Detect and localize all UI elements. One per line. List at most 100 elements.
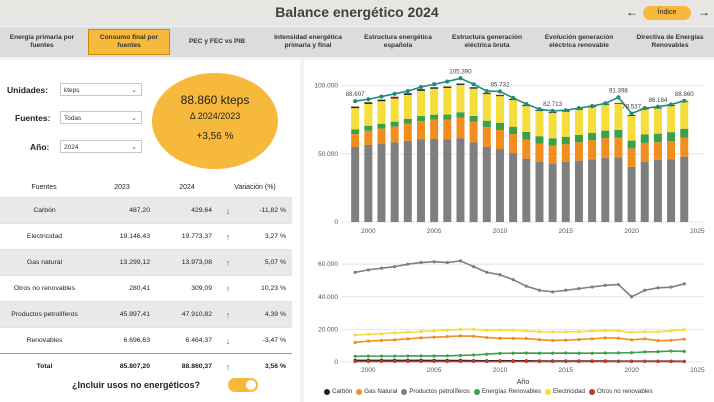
- bar-segment: [364, 130, 373, 145]
- row-name: Productos petrolíferos: [0, 301, 88, 328]
- tab-evolucion-renovable[interactable]: Evolución generación eléctrica renovable: [544, 34, 614, 49]
- bar-segment: [482, 120, 491, 128]
- series-point: [551, 359, 555, 364]
- tab-directiva-renovables[interactable]: Directiva de Energías Renovables: [636, 34, 704, 49]
- series-point: [590, 329, 594, 333]
- series-point: [445, 354, 449, 358]
- series-point: [419, 354, 423, 358]
- tab-estructura-energetica[interactable]: Estructura energética española: [364, 34, 432, 49]
- row-name: Electricidad: [0, 223, 88, 250]
- legend-item-otros[interactable]: Otros no renovables: [589, 388, 653, 395]
- col-header-fuentes[interactable]: Fuentes: [31, 184, 57, 191]
- legend-item-renovables[interactable]: Energías Renovables: [473, 388, 541, 395]
- table-row[interactable]: Electricidad 19.146,43 19.773,37 ↑ 3,27 …: [0, 223, 292, 250]
- series-point: [643, 350, 647, 354]
- series-point: [406, 354, 410, 358]
- data-label: 88.860: [675, 91, 694, 98]
- bar-segment: [574, 160, 583, 222]
- table-row[interactable]: Otros no renovables 280,41 309,09 ↑ 10,2…: [0, 275, 292, 302]
- series-point: [551, 330, 555, 334]
- col-header-variacion[interactable]: Variación (%): [234, 184, 276, 191]
- chevron-down-icon: ⌄: [131, 115, 137, 122]
- bar-segment: [482, 147, 491, 222]
- sources-dropdown[interactable]: Todas ⌄: [60, 111, 142, 124]
- bar-segment: [456, 112, 465, 118]
- series-point: [537, 288, 542, 292]
- series-point: [564, 288, 568, 292]
- bar-segment: [430, 88, 439, 115]
- series-point: [564, 351, 568, 355]
- table-row[interactable]: Gas natural 13.299,12 13.973,08 ↑ 5,07 %: [0, 249, 292, 276]
- bar-segment: [601, 104, 610, 131]
- forward-arrow-icon[interactable]: →: [698, 5, 710, 19]
- units-dropdown[interactable]: kteps ⌄: [60, 83, 142, 96]
- back-arrow-icon[interactable]: ←: [626, 5, 638, 19]
- units-label: Unidades:: [7, 85, 49, 95]
- legend-dot-icon: [324, 388, 330, 395]
- bar-segment: [627, 116, 636, 141]
- bar-segment: [509, 126, 518, 135]
- series-point: [643, 330, 647, 334]
- series-point: [419, 359, 423, 364]
- legend-dot-icon: [356, 388, 363, 395]
- table-row[interactable]: Carbón 487,20 429,64 ↓ -11,82 %: [0, 197, 292, 224]
- bar-segment: [403, 118, 412, 124]
- total-point: [353, 99, 358, 104]
- index-button[interactable]: Índice: [643, 6, 691, 20]
- data-label: 82.713: [543, 101, 562, 108]
- tab-intensidad-energetica[interactable]: Intensidad energética primaria y final: [274, 34, 342, 49]
- bar-segment: [390, 126, 399, 143]
- bar-segment: [469, 87, 478, 89]
- total-point: [484, 88, 489, 94]
- bar-segment: [377, 128, 386, 144]
- series-point: [432, 354, 436, 358]
- col-header-2023[interactable]: 2023: [114, 184, 130, 191]
- series-point: [458, 359, 463, 364]
- total-point: [458, 76, 463, 81]
- series-point: [472, 359, 476, 364]
- chevron-down-icon: ⌄: [131, 144, 137, 151]
- series-point: [366, 354, 370, 358]
- bar-segment: [443, 114, 452, 120]
- bar-segment: [561, 162, 570, 222]
- tab-pec-fec-pib[interactable]: PEC y FEC vs PIB: [188, 38, 246, 45]
- row-variation: 4,39 %: [238, 301, 292, 328]
- series-point: [669, 349, 673, 353]
- bar-segment: [561, 111, 570, 137]
- legend-dot-icon: [473, 388, 480, 395]
- tab-estructura-generacion[interactable]: Estructura generación eléctrica bruta: [452, 34, 522, 49]
- legend-item-gas[interactable]: Gas Natural: [356, 388, 397, 395]
- y-tick-label: 60.000: [318, 261, 338, 268]
- table-row[interactable]: Renovables 6.696,63 6.464,37 ↓ -3,47 %: [0, 327, 292, 354]
- header-bar: Balance energético 2024 ← → Índice: [0, 0, 714, 26]
- series-point: [656, 286, 660, 290]
- bar-segment: [522, 139, 531, 159]
- bar-segment: [535, 136, 544, 144]
- tab-consumo-final[interactable]: Consumo final por fuentes: [88, 29, 170, 55]
- row-name: Otros no renovables: [0, 275, 88, 302]
- bar-segment: [509, 100, 518, 127]
- table-total-row[interactable]: Total 85.807,20 88.860,37 ↑ 3,56 %: [0, 353, 292, 379]
- x-tick-label: 2025: [690, 367, 705, 374]
- series-point: [630, 359, 634, 364]
- legend-item-electricidad[interactable]: Electricidad: [545, 388, 585, 395]
- toggle-knob: [246, 380, 256, 390]
- legend-item-petroleo[interactable]: Productos petrolíferos: [401, 388, 470, 395]
- series-point: [472, 327, 476, 331]
- kpi-card: 88.860 kteps Δ 2024/2023 +3,56 %: [152, 73, 278, 169]
- non-energy-uses-toggle[interactable]: [228, 378, 258, 392]
- bar-segment: [561, 136, 570, 145]
- col-header-2024[interactable]: 2024: [179, 184, 195, 191]
- tab-energia-primaria[interactable]: Energía primaria por fuentes: [9, 34, 75, 49]
- table-row[interactable]: Productos petrolíferos 45.897,41 47.910,…: [0, 301, 292, 328]
- series-point: [564, 359, 568, 364]
- series-point: [406, 337, 410, 341]
- year-dropdown[interactable]: 2024 ⌄: [60, 140, 142, 153]
- bar-segment: [614, 129, 623, 138]
- series-point: [564, 338, 568, 342]
- series-point: [498, 328, 502, 332]
- bar-segment: [495, 122, 504, 130]
- bar-segment: [469, 142, 478, 222]
- legend-item-carbon[interactable]: Carbón: [324, 388, 352, 395]
- series-point: [551, 351, 555, 355]
